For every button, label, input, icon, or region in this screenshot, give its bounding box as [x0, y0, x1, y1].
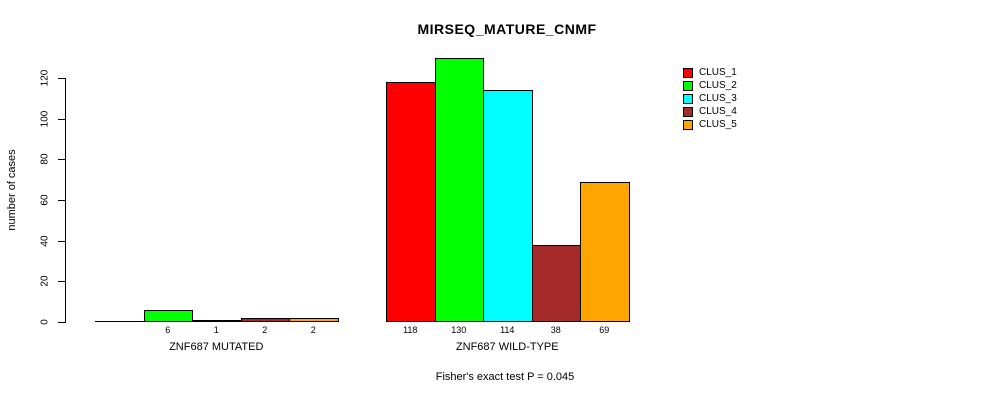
bar-value-label: 6: [165, 325, 171, 335]
chart-title: MIRSEQ_MATURE_CNMF: [417, 21, 597, 37]
legend-label: CLUS_2: [699, 80, 737, 91]
legend-swatch-icon: [683, 80, 693, 91]
legend-label: CLUS_1: [699, 67, 737, 78]
bar-value-label: 114: [500, 325, 515, 335]
bar-value-label: 2: [262, 325, 268, 335]
x-group-label: ZNF687 MUTATED: [169, 341, 264, 353]
y-axis-title: number of cases: [6, 149, 18, 231]
y-axis-tick-label: 80: [39, 153, 51, 165]
bar: [95, 321, 145, 322]
bar-value-label: 1: [213, 325, 219, 335]
legend-item: CLUS_2: [683, 79, 737, 92]
y-axis-tick-label: 120: [39, 69, 51, 87]
x-group-label: ZNF687 WILD-TYPE: [455, 341, 559, 353]
y-axis-tick: [58, 118, 65, 120]
bar: [240, 318, 290, 322]
bar: [289, 318, 339, 322]
bar-value-label: 69: [599, 325, 610, 335]
y-axis-tick: [58, 281, 65, 283]
y-axis-tick: [58, 240, 65, 242]
bar-value-label: 38: [550, 325, 561, 335]
bar-value-label: 2: [310, 325, 316, 335]
y-axis-tick: [58, 322, 65, 323]
bar: [192, 320, 242, 322]
bar: [143, 310, 193, 322]
y-axis-tick: [58, 78, 65, 79]
bar-value-label: 130: [451, 325, 467, 335]
bar: [531, 245, 581, 322]
legend-swatch-icon: [683, 67, 693, 78]
legend-item: CLUS_1: [683, 66, 737, 79]
legend-swatch-icon: [683, 106, 693, 117]
stat-annotation: Fisher's exact test P = 0.045: [435, 371, 575, 383]
bar: [386, 82, 436, 322]
bar-value-label: 118: [403, 325, 418, 335]
y-axis-tick-label: 20: [39, 275, 51, 287]
legend-item: CLUS_5: [683, 118, 737, 131]
y-axis-tick-label: 0: [39, 319, 51, 325]
legend-label: CLUS_3: [699, 93, 737, 104]
bar: [580, 182, 630, 322]
legend-label: CLUS_4: [699, 106, 737, 117]
legend-swatch-icon: [683, 119, 693, 130]
y-axis-tick: [58, 159, 65, 161]
y-axis-tick: [58, 200, 65, 201]
bar: [434, 58, 484, 322]
legend-swatch-icon: [683, 93, 693, 104]
y-axis-line: [65, 78, 66, 323]
legend-item: CLUS_3: [683, 92, 737, 105]
y-axis-tick-label: 60: [39, 194, 51, 206]
y-axis-tick-label: 100: [39, 110, 51, 127]
legend-item: CLUS_4: [683, 105, 737, 118]
legend-label: CLUS_5: [699, 119, 737, 130]
bar: [483, 90, 533, 322]
y-axis-tick-label: 40: [39, 235, 51, 247]
